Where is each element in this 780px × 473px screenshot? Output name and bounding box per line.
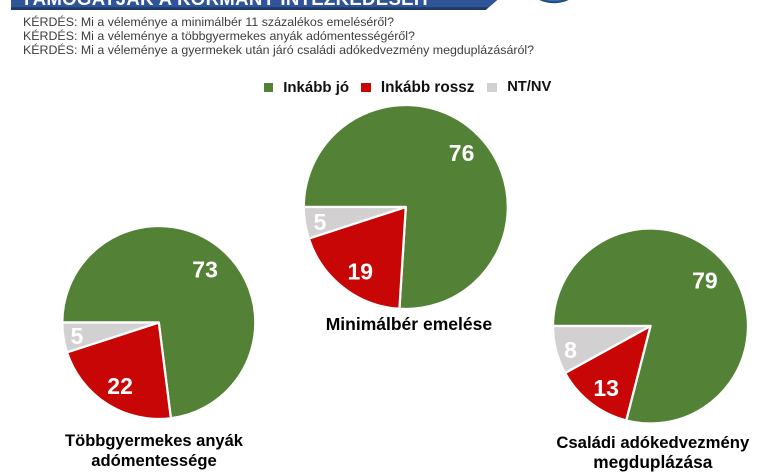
svg-text:73: 73 (192, 257, 218, 283)
svg-text:76: 76 (449, 140, 475, 166)
svg-text:13: 13 (593, 375, 619, 401)
svg-text:TÁMOGATJÁK A KORMÁNY INTÉZKEDÉ: TÁMOGATJÁK A KORMÁNY INTÉZKEDÉSEIT (21, 0, 431, 9)
svg-text:8: 8 (564, 337, 577, 363)
svg-text:22: 22 (107, 373, 133, 399)
svg-text:5: 5 (71, 323, 84, 349)
svg-text:79: 79 (692, 267, 718, 293)
svg-text:5: 5 (314, 209, 327, 235)
svg-text:19: 19 (348, 258, 374, 284)
